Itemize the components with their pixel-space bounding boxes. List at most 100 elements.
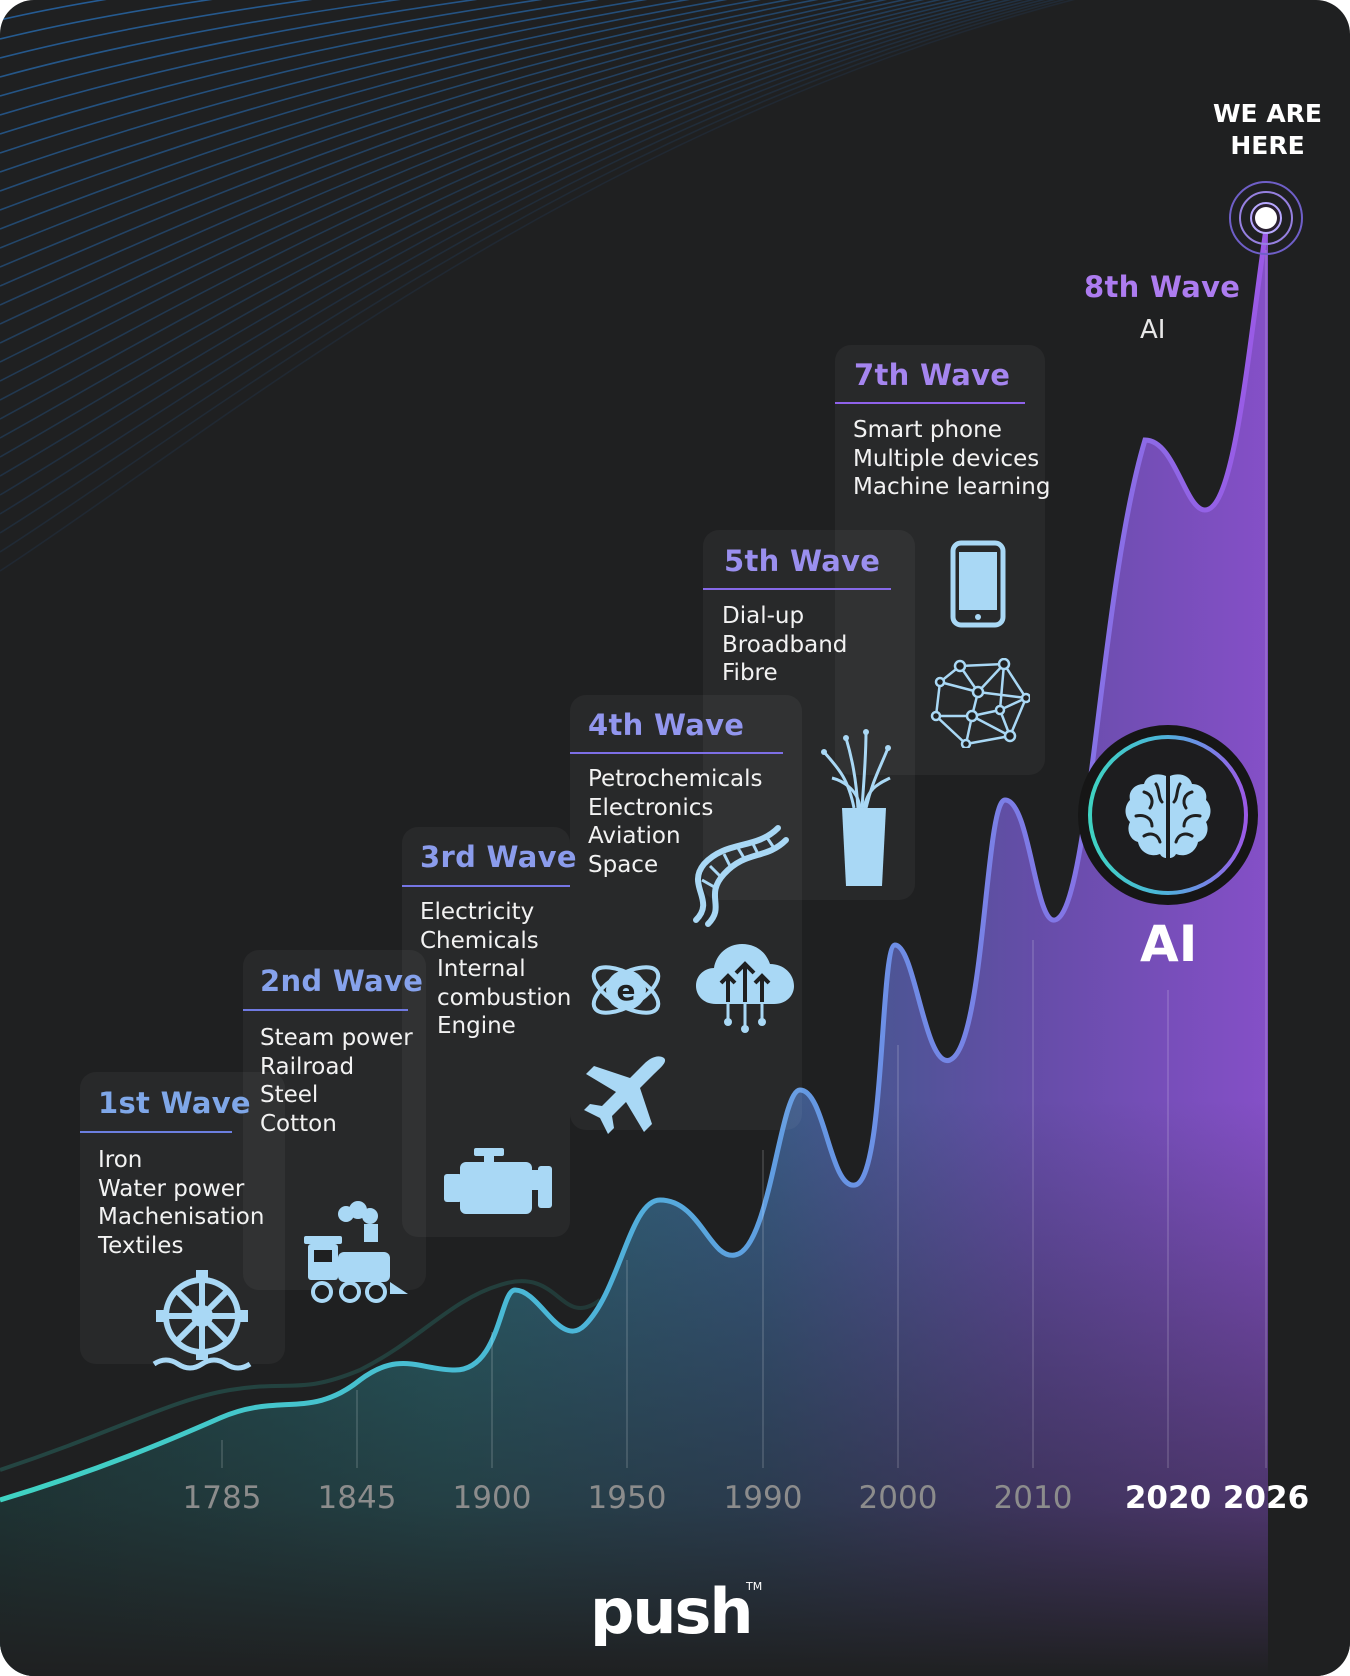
decorative-line [0, 0, 972, 401]
we-are-here-line: WE ARE [1212, 99, 1323, 128]
decorative-line [0, 0, 1024, 477]
brain-icon [1125, 774, 1211, 858]
wave-5-underline [703, 588, 891, 590]
wave-2-item: Railroad [260, 1053, 355, 1080]
wave-8-item: AI [1140, 315, 1166, 345]
wave-1-title: 1st Wave [98, 1086, 251, 1120]
cloud-upload-icon [696, 944, 794, 1033]
wave-2-panel [243, 950, 426, 1290]
wave-2-item: Steel [260, 1082, 319, 1108]
water-wheel-icon [152, 1270, 252, 1371]
wave-4-underline [570, 752, 783, 754]
wave-4-item: Electronics [588, 794, 714, 821]
decorative-line [0, 0, 925, 344]
decorative-line [0, 0, 1076, 572]
decorative-line [0, 0, 1036, 496]
atom-e-icon: e [591, 965, 661, 1015]
year-label: 2010 [993, 1480, 1073, 1516]
decorative-line [0, 0, 762, 211]
decorative-line [0, 0, 792, 230]
wave-5-title: 5th Wave [724, 544, 881, 578]
wave-4-item: Space [588, 851, 659, 878]
wave-4-title: 4th Wave [588, 708, 745, 742]
wave-1-underline [80, 1131, 232, 1133]
dna-icon [693, 825, 789, 927]
decorative-line [0, 0, 1012, 458]
engine-icon [444, 1148, 552, 1214]
decorative-line [0, 0, 599, 135]
year-label: 2026 [1222, 1480, 1310, 1516]
wave-2-item: Steam power [260, 1025, 413, 1051]
wave-7-title: 7th Wave [854, 358, 1011, 392]
ai-badge-label: AI [1140, 915, 1198, 973]
wave-3-item: Internal [437, 956, 526, 982]
growth-curve [0, 214, 1271, 1503]
we-are-here-marker [1229, 181, 1303, 255]
decorative-line [0, 0, 213, 40]
wave-1-items: Iron Water power Machenisation Textiles [98, 1146, 264, 1260]
fiber-optic-icon [821, 729, 891, 886]
wave-1-item: Machenisation [98, 1204, 265, 1230]
airplane-icon [584, 1056, 666, 1134]
decorative-line [0, 0, 691, 173]
wave-3-item: combustion [437, 984, 572, 1011]
wave-5-item: Dial-up [722, 603, 805, 629]
decorative-line [0, 0, 1046, 515]
wave-3-item: Electricity [420, 899, 535, 925]
we-are-here-line: HERE [1230, 131, 1305, 160]
decorative-line [0, 0, 888, 306]
we-are-here-label: WE ARE HERE [1200, 98, 1335, 162]
year-label: 1950 [587, 1480, 667, 1516]
year-label: 1900 [452, 1480, 532, 1516]
decorative-line [0, 0, 907, 325]
wave-2-items: Steam power Railroad Steel Cotton [260, 1024, 413, 1138]
decorative-line [0, 0, 313, 59]
trademark-mark: TM [746, 1580, 763, 1593]
wave-7-underline [835, 402, 1025, 404]
push-logo: push [590, 1575, 754, 1648]
decorative-line [0, 0, 867, 287]
decorative-line [0, 0, 478, 97]
wave-3-items: Electricity Chemicals Internal combustio… [420, 898, 571, 1041]
wave-7-panel [835, 345, 1045, 775]
wave-5-item: Broadband [722, 631, 848, 658]
wave-3-title: 3rd Wave [420, 840, 577, 874]
network-icon [930, 658, 1030, 748]
wave-1-item: Textiles [98, 1232, 184, 1259]
decorative-line [0, 0, 958, 382]
decorative-line [0, 0, 402, 78]
decorative-line [0, 0, 728, 192]
decorative-line [0, 0, 544, 116]
decorative-line [0, 0, 107, 21]
decorative-line [0, 0, 1000, 439]
svg-text:e: e [617, 974, 636, 1007]
wave-4-panel [570, 695, 802, 1130]
year-label: 1990 [723, 1480, 803, 1516]
wave-4-item: Aviation [588, 823, 681, 849]
locomotive-icon [304, 1201, 408, 1303]
wave-7-item: Multiple devices [853, 445, 1040, 472]
year-gridlines [221, 250, 1267, 1468]
wave-3-item: Engine [437, 1013, 516, 1039]
wave-5-item: Fibre [722, 660, 778, 686]
smartphone-icon [950, 540, 1006, 628]
wave-7-item: Smart phone [853, 417, 1002, 443]
wave-4-items: Petrochemicals Electronics Aviation Spac… [588, 765, 763, 879]
wave-7-items: Smart phone Multiple devices Machine lea… [853, 416, 1050, 502]
decorative-line [0, 0, 844, 268]
ai-badge-ring [1078, 725, 1258, 905]
wave-4-item: Petrochemicals [588, 766, 763, 792]
year-label: 1785 [182, 1480, 262, 1516]
wave-1-item: Water power [98, 1175, 245, 1202]
wave-7-item: Machine learning [853, 474, 1051, 500]
wave-5-items: Dial-up Broadband Fibre [722, 602, 847, 688]
year-label: 2000 [858, 1480, 938, 1516]
decorative-line [0, 0, 942, 363]
decorative-line [0, 0, 1066, 553]
decorative-line [0, 0, 986, 420]
decorative-lines [0, 0, 1076, 572]
wave-8-title: 8th Wave [1084, 270, 1241, 304]
decorative-line [0, 0, 1057, 534]
